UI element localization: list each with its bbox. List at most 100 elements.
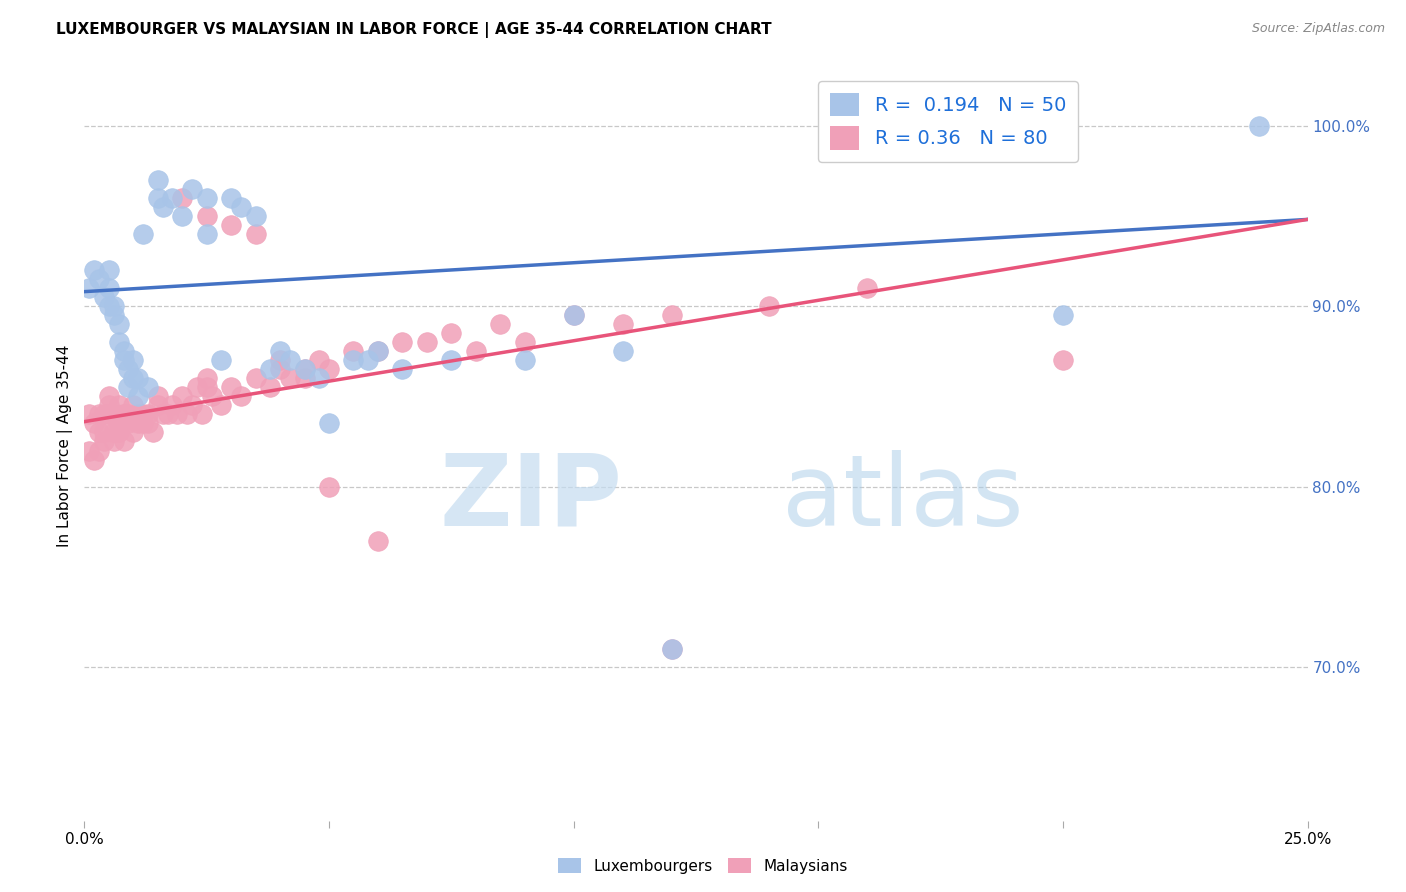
Point: [127, 371, 149, 385]
Point: [142, 425, 165, 440]
Point: [245, 227, 267, 241]
Point: [1247, 119, 1270, 133]
Point: [152, 200, 174, 214]
Point: [308, 371, 330, 385]
Point: [97, 408, 120, 422]
Point: [117, 380, 139, 394]
Point: [112, 434, 135, 449]
Point: [132, 408, 155, 422]
Point: [367, 344, 389, 359]
Point: [1052, 353, 1074, 368]
Point: [318, 417, 340, 431]
Text: LUXEMBOURGER VS MALAYSIAN IN LABOR FORCE | AGE 35-44 CORRELATION CHART: LUXEMBOURGER VS MALAYSIAN IN LABOR FORCE…: [56, 22, 772, 38]
Point: [229, 389, 252, 403]
Point: [127, 408, 149, 422]
Text: ZIP: ZIP: [440, 450, 623, 547]
Point: [367, 533, 389, 548]
Point: [758, 299, 780, 313]
Point: [97, 263, 120, 277]
Point: [342, 353, 364, 368]
Point: [107, 317, 129, 331]
Point: [294, 371, 316, 385]
Point: [156, 408, 179, 422]
Point: [97, 281, 120, 295]
Point: [269, 353, 291, 368]
Point: [97, 398, 120, 412]
Point: [93, 434, 115, 449]
Point: [97, 389, 120, 403]
Point: [127, 417, 149, 431]
Point: [181, 398, 204, 412]
Point: [122, 353, 145, 368]
Point: [195, 227, 218, 241]
Point: [367, 344, 389, 359]
Point: [278, 371, 301, 385]
Point: [195, 371, 218, 385]
Point: [513, 353, 536, 368]
Point: [661, 642, 683, 657]
Point: [132, 417, 155, 431]
Point: [278, 353, 301, 368]
Point: [117, 362, 139, 376]
Point: [562, 308, 585, 322]
Point: [513, 335, 536, 350]
Point: [245, 209, 267, 223]
Point: [166, 408, 188, 422]
Point: [117, 408, 139, 422]
Point: [103, 425, 125, 440]
Point: [132, 227, 155, 241]
Point: [200, 389, 222, 403]
Point: [259, 362, 281, 376]
Point: [195, 380, 218, 394]
Point: [87, 272, 110, 286]
Point: [440, 353, 463, 368]
Point: [97, 299, 120, 313]
Point: [77, 408, 100, 422]
Point: [112, 408, 135, 422]
Point: [93, 408, 115, 422]
Point: [112, 408, 135, 422]
Point: [209, 353, 232, 368]
Point: [391, 335, 413, 350]
Point: [176, 408, 198, 422]
Legend: R =  0.194   N = 50, R = 0.36   N = 80: R = 0.194 N = 50, R = 0.36 N = 80: [818, 81, 1077, 161]
Point: [112, 344, 135, 359]
Point: [172, 389, 194, 403]
Point: [152, 408, 174, 422]
Point: [269, 344, 291, 359]
Point: [612, 344, 634, 359]
Point: [191, 408, 214, 422]
Point: [107, 335, 129, 350]
Point: [391, 362, 413, 376]
Point: [219, 191, 242, 205]
Point: [103, 299, 125, 313]
Point: [661, 308, 683, 322]
Point: [464, 344, 486, 359]
Point: [77, 443, 100, 458]
Point: [186, 380, 208, 394]
Point: [127, 389, 149, 403]
Point: [107, 398, 129, 412]
Point: [83, 452, 105, 467]
Point: [122, 398, 145, 412]
Text: atlas: atlas: [782, 450, 1024, 547]
Point: [269, 362, 291, 376]
Point: [172, 209, 194, 223]
Point: [259, 380, 281, 394]
Point: [146, 191, 169, 205]
Point: [245, 371, 267, 385]
Point: [162, 398, 184, 412]
Point: [146, 389, 169, 403]
Point: [107, 417, 129, 431]
Point: [117, 417, 139, 431]
Point: [87, 408, 110, 422]
Point: [219, 218, 242, 232]
Point: [318, 480, 340, 494]
Point: [489, 317, 512, 331]
Point: [219, 380, 242, 394]
Point: [195, 209, 218, 223]
Point: [136, 417, 159, 431]
Point: [122, 425, 145, 440]
Point: [318, 362, 340, 376]
Text: Source: ZipAtlas.com: Source: ZipAtlas.com: [1251, 22, 1385, 36]
